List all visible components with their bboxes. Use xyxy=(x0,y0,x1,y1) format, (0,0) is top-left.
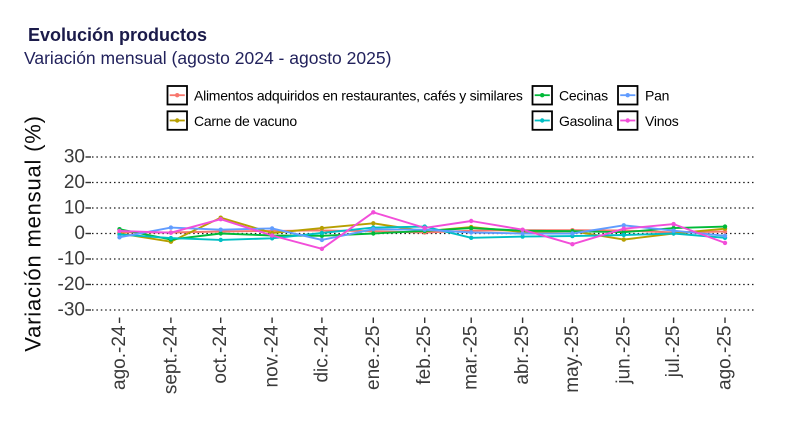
svg-text:30: 30 xyxy=(64,147,85,168)
svg-text:feb.-25: feb.-25 xyxy=(414,326,435,385)
svg-text:Alimentos adquiridos en restau: Alimentos adquiridos en restaurantes, ca… xyxy=(194,88,523,104)
svg-text:Vinos: Vinos xyxy=(645,113,679,129)
svg-text:10: 10 xyxy=(64,198,85,219)
svg-text:may.-25: may.-25 xyxy=(562,326,583,393)
svg-text:abr.-25: abr.-25 xyxy=(512,326,533,385)
svg-text:ago.-25: ago.-25 xyxy=(715,326,736,390)
svg-text:Evolución productos: Evolución productos xyxy=(28,25,207,45)
svg-text:0: 0 xyxy=(74,223,85,244)
svg-text:ago.-24: ago.-24 xyxy=(109,325,130,390)
svg-text:mar.-25: mar.-25 xyxy=(461,326,482,390)
svg-text:-30: -30 xyxy=(58,300,85,321)
svg-text:-10: -10 xyxy=(58,249,85,270)
svg-text:Pan: Pan xyxy=(645,88,669,104)
svg-text:Gasolina: Gasolina xyxy=(559,113,613,129)
svg-text:Variación mensual (%): Variación mensual (%) xyxy=(21,115,46,351)
svg-text:sept.-24: sept.-24 xyxy=(160,325,181,394)
svg-text:Cecinas: Cecinas xyxy=(559,88,608,104)
svg-text:dic.-24: dic.-24 xyxy=(311,325,332,382)
svg-text:jun.-25: jun.-25 xyxy=(613,326,634,385)
svg-text:-20: -20 xyxy=(58,274,85,295)
svg-text:nov.-24: nov.-24 xyxy=(262,325,283,387)
svg-text:Variación mensual (agosto 2024: Variación mensual (agosto 2024 - agosto … xyxy=(24,48,391,68)
svg-text:jul.-25: jul.-25 xyxy=(663,326,684,379)
svg-text:Carne de vacuno: Carne de vacuno xyxy=(194,113,297,129)
svg-text:oct.-24: oct.-24 xyxy=(210,325,231,384)
svg-text:20: 20 xyxy=(64,172,85,193)
svg-text:ene.-25: ene.-25 xyxy=(363,326,384,390)
